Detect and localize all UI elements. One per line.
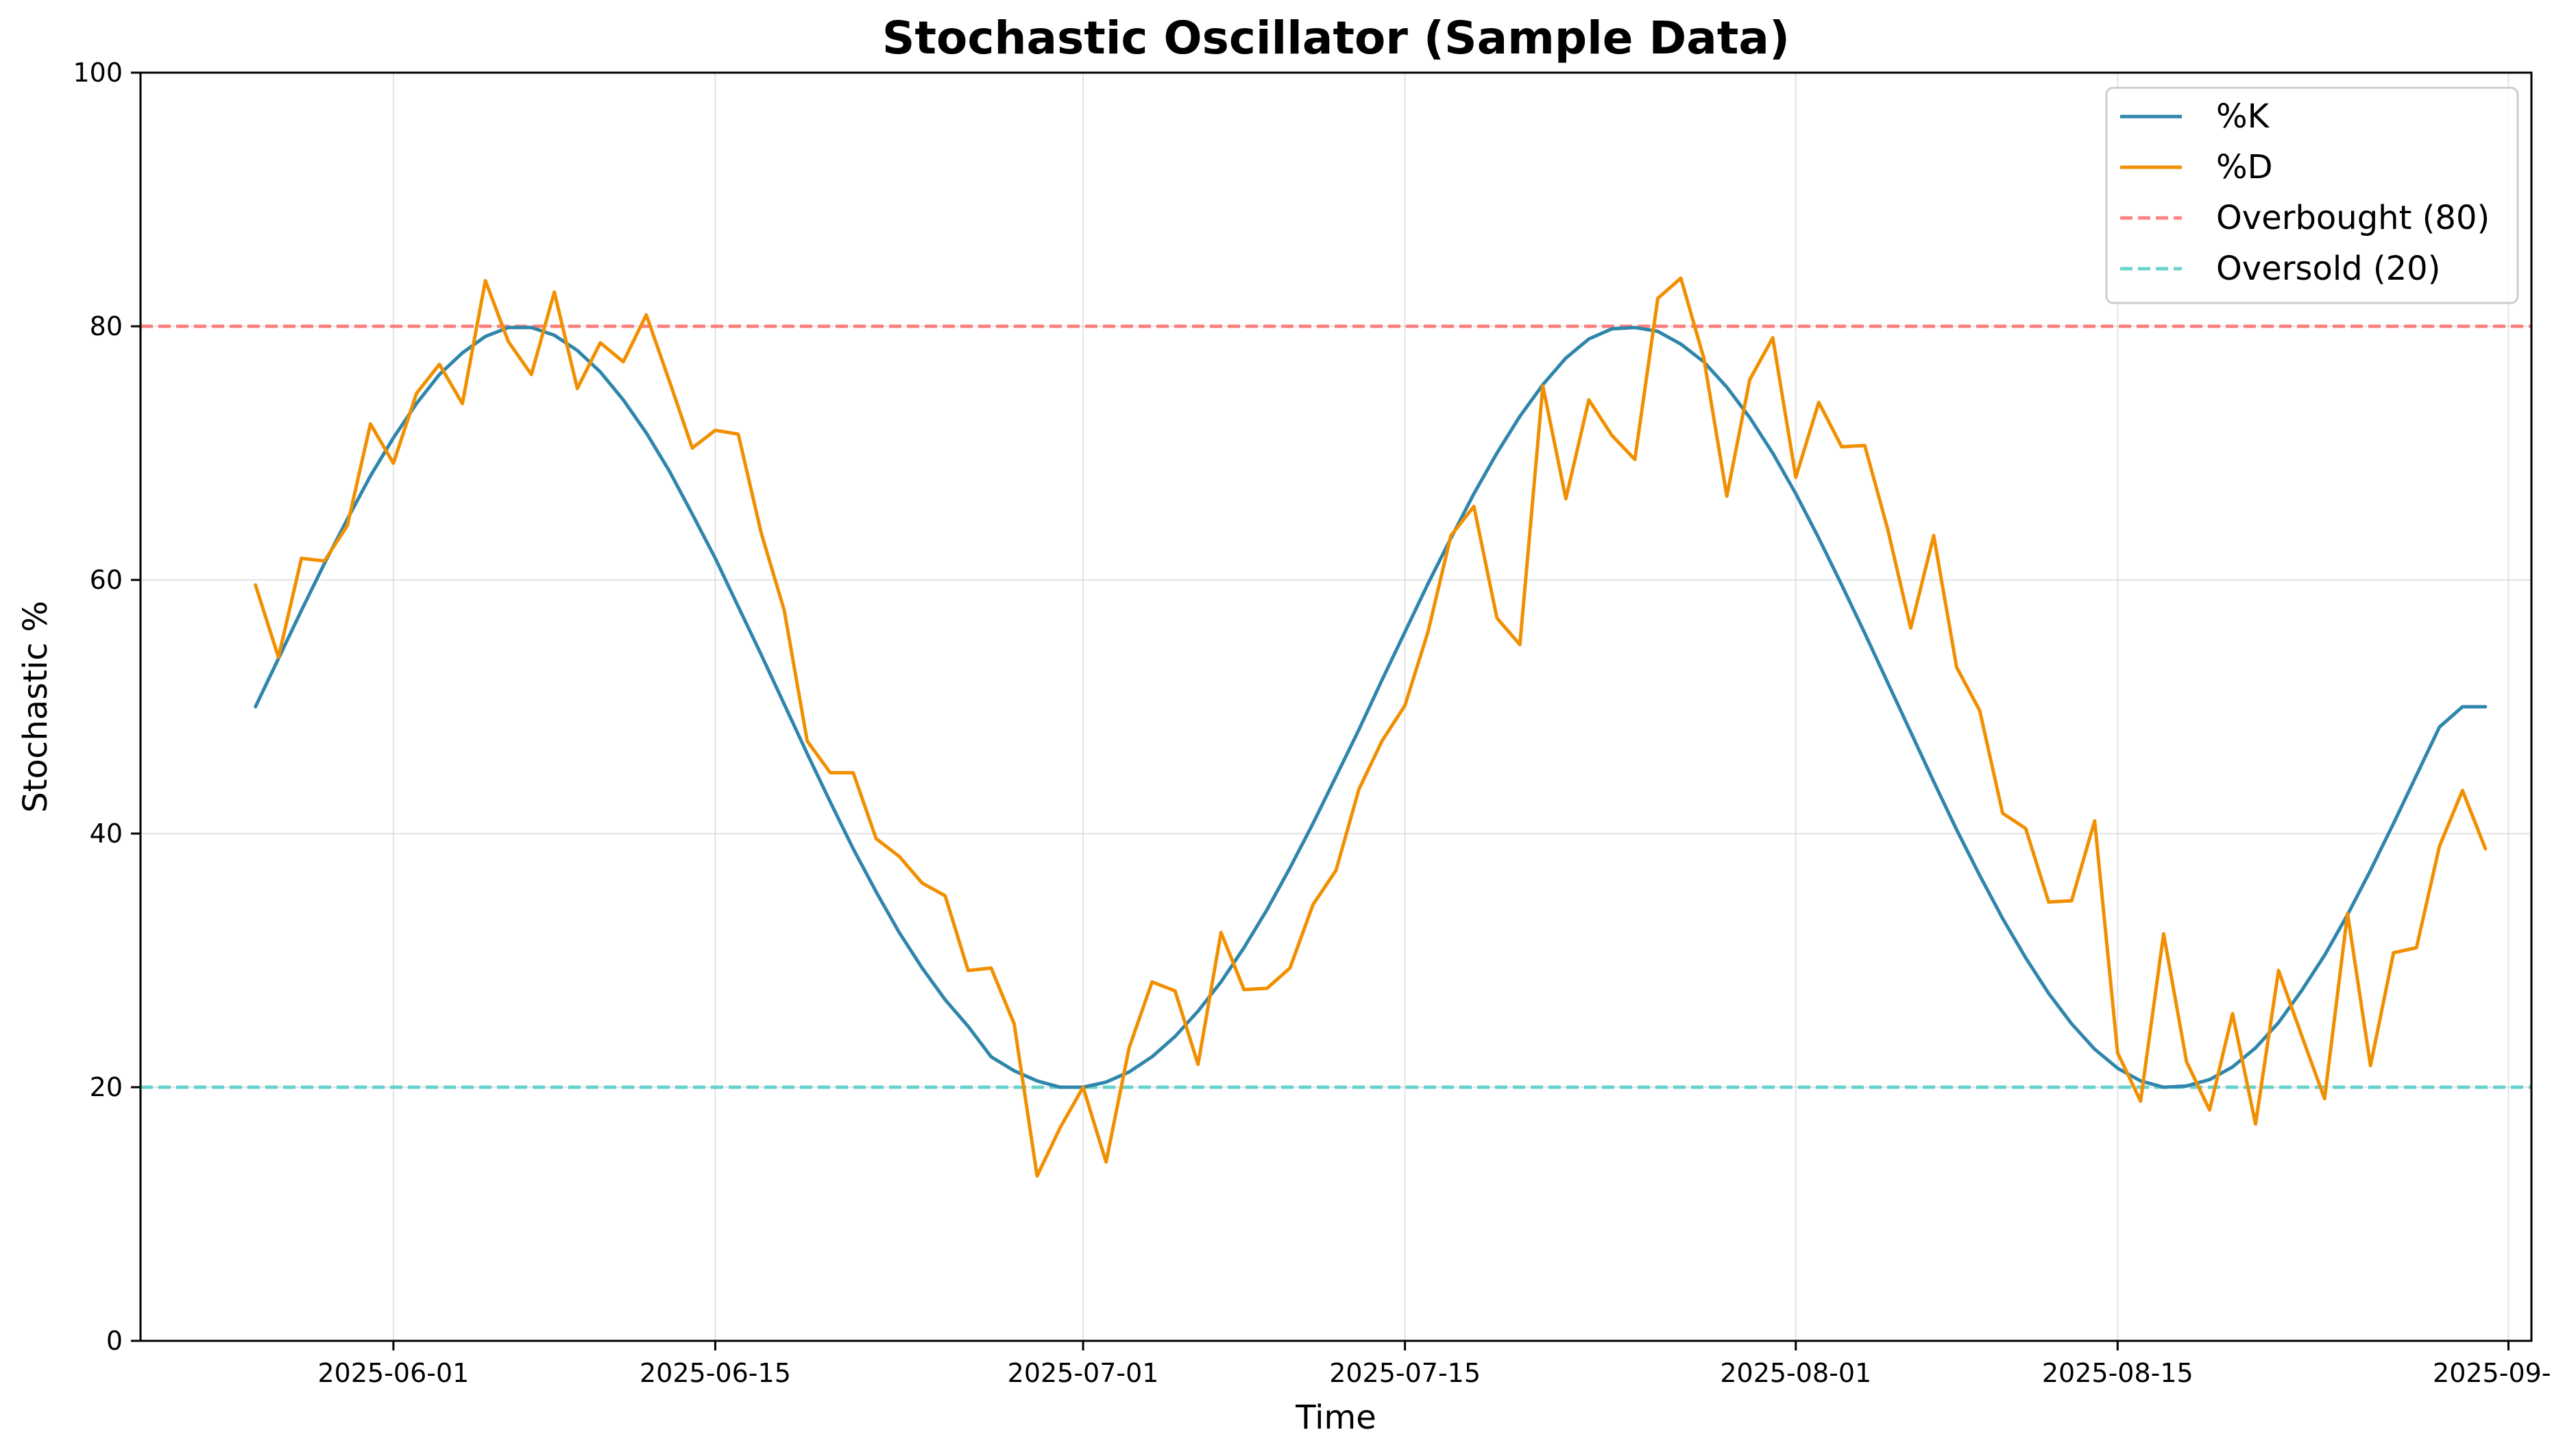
y-tick-label: 20 — [90, 1072, 123, 1102]
y-axis-ticks: 0 20 40 60 80 100 — [73, 58, 141, 1356]
x-tick-label: 2025-06-15 — [640, 1358, 791, 1388]
legend-label-overbought: Overbought (80) — [2216, 199, 2490, 237]
y-tick-label: 80 — [90, 311, 123, 341]
x-tick-label: 2025-06-01 — [318, 1358, 470, 1388]
series-line-d — [254, 276, 2488, 1178]
series-line-k — [254, 326, 2488, 1089]
legend-label-d: %D — [2216, 148, 2273, 186]
legend: %K %D Overbought (80) Oversold (20) — [2105, 86, 2519, 304]
y-tick-label: 60 — [90, 565, 123, 595]
y-axis-label: Stochastic % — [16, 600, 55, 812]
legend-label-k: %K — [2216, 97, 2270, 136]
chart-title: Stochastic Oscillator (Sample Data) — [882, 12, 1790, 64]
x-axis-label: Time — [1295, 1398, 1376, 1437]
y-tick-label: 100 — [73, 58, 123, 88]
x-axis-ticks: 2025-06-01 2025-06-15 2025-07-01 2025-07-15… — [318, 1341, 2552, 1388]
y-tick-label: 0 — [106, 1326, 123, 1356]
x-tick-label: 2025-08-15 — [2042, 1358, 2193, 1388]
reference-lines — [141, 324, 2531, 1089]
x-tick-label: 2025-07-15 — [1329, 1358, 1481, 1388]
legend-label-oversold: Oversold (20) — [2216, 250, 2440, 288]
x-tick-label: 2025-08-01 — [1720, 1358, 1871, 1388]
legend-box — [2105, 86, 2519, 304]
y-tick-label: 40 — [90, 818, 123, 849]
data-series — [254, 276, 2488, 1178]
x-tick-label: 2025-07-01 — [1008, 1358, 1159, 1388]
x-tick-label: 2025-09-01 — [2433, 1358, 2552, 1388]
plot-frame — [139, 71, 2533, 1342]
